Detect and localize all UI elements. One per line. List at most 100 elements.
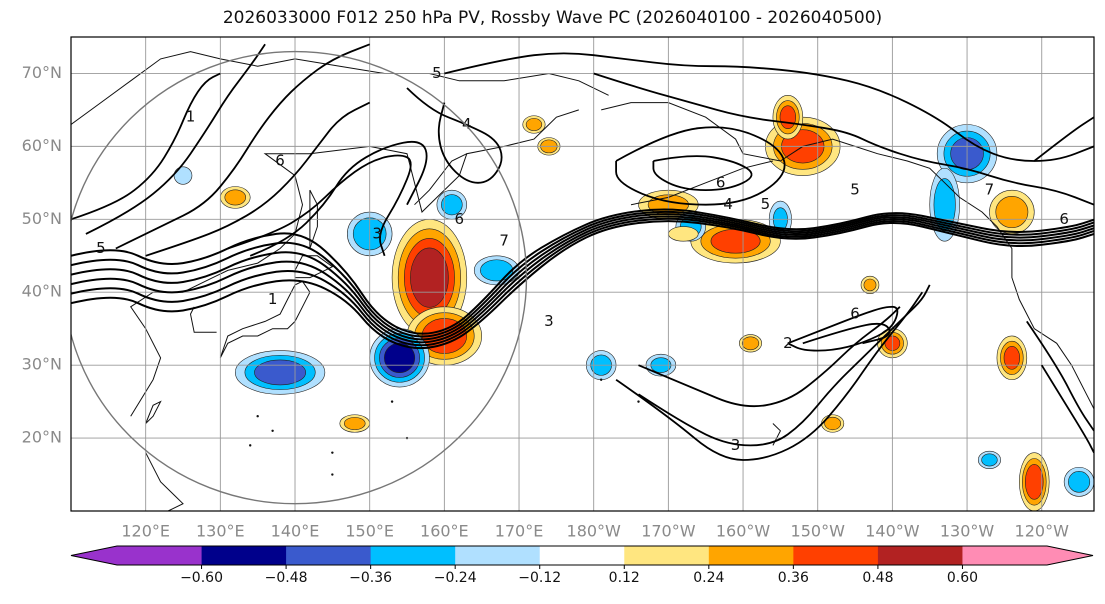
pv-anomaly-contour	[779, 105, 797, 130]
colorbar: −0.60 −0.48 −0.36 −0.24 −0.12 0.12 0.24 0.36 0.4…	[70, 545, 1094, 586]
pv-anomaly-contour	[1003, 346, 1021, 370]
pv-anomaly-contour	[863, 278, 877, 292]
coastline	[145, 452, 184, 511]
pv-anomaly-contour	[254, 359, 306, 386]
x-tick-label: 130°W	[940, 522, 995, 541]
colorbar-outline	[70, 545, 1094, 566]
pv-contour-line	[71, 220, 1094, 350]
contour-label: 6	[716, 173, 726, 191]
colorbar-segment	[539, 546, 625, 565]
pv-contour-line	[615, 126, 786, 206]
x-tick-label: 120°W	[1015, 522, 1070, 541]
colorbar-segment	[455, 546, 541, 565]
contour-label: 3	[372, 224, 382, 242]
colorbar-segment	[877, 546, 963, 565]
colorbar-segment	[962, 546, 1047, 565]
pv-anomaly-contour	[995, 195, 1029, 229]
pv-anomaly-contour	[525, 118, 543, 131]
pv-anomaly-contour	[981, 453, 998, 467]
island-dot	[637, 400, 640, 403]
colorbar-tick-label: 0.12	[609, 570, 640, 586]
contour-label: 6	[275, 151, 285, 169]
x-tick-label: 170°W	[641, 522, 696, 541]
contour-label: 2	[783, 334, 793, 352]
pv-contour-line	[85, 43, 266, 235]
pv-anomaly-contour	[1068, 471, 1091, 493]
colorbar-tick-label: −0.12	[518, 570, 561, 586]
contour-label: 4	[723, 195, 733, 213]
pv-anomaly-contour	[933, 178, 956, 232]
pv-contour-line	[1033, 116, 1094, 162]
pv-contour-line	[145, 101, 371, 257]
y-axis: 20°N 30°N 40°N 50°N 60°N 70°N	[22, 63, 62, 447]
colorbar-tick-label: 0.24	[693, 570, 724, 586]
pv-anomaly-contour	[173, 166, 193, 185]
contour-label: 1	[268, 290, 278, 308]
contour-label: 4	[462, 115, 472, 133]
x-tick-label: 140°W	[865, 522, 920, 541]
colorbar-segment	[793, 546, 879, 565]
coastline	[145, 400, 162, 424]
pv-contour-line	[115, 43, 371, 250]
x-tick-label: 170°E	[495, 522, 544, 541]
pv-contour-line	[71, 208, 1094, 335]
y-tick-label: 60°N	[22, 136, 62, 155]
pv-anomaly-contour	[441, 194, 463, 216]
colorbar-segment	[370, 546, 456, 565]
colorbar-extend-high	[1047, 546, 1093, 565]
pv-anomaly-contour	[668, 226, 699, 242]
island-dot	[599, 378, 603, 381]
colorbar-segment	[286, 546, 372, 565]
y-tick-label: 70°N	[22, 63, 62, 82]
colorbar-tick-label: −0.24	[434, 570, 477, 586]
pv-contour-line	[249, 140, 428, 257]
pv-contour-line	[71, 210, 1094, 338]
x-tick-label: 160°W	[716, 522, 771, 541]
pv-anomaly-contour	[224, 189, 247, 206]
pv-contour-line	[227, 154, 412, 257]
island-dot	[249, 444, 252, 447]
coastline	[414, 153, 468, 206]
contour-label: 6	[455, 210, 465, 228]
pv-anomaly-contour	[1025, 464, 1044, 500]
pv-contour-line	[1040, 364, 1094, 454]
colorbar-tick-label: −0.48	[265, 570, 308, 586]
contour-label: 6	[850, 305, 860, 323]
contour-label: 5	[432, 64, 442, 82]
pv-contour-line	[71, 215, 1094, 344]
coastline	[294, 255, 334, 279]
colorbar-segment	[117, 546, 202, 565]
pv-contour-line	[802, 322, 891, 345]
contour-label: 5	[850, 181, 860, 199]
x-axis: 120°E 130°E 140°E 150°E 160°E 170°E 180°W 170°W…	[121, 522, 1069, 541]
x-tick-label: 150°W	[791, 522, 846, 541]
pv-contour-line	[406, 87, 503, 184]
gridline-layer	[71, 37, 1094, 511]
contour-label-layer: 1 3 5 7 4 6 4 5 5 7 6 3 2 6 3 1 6 5 6	[96, 64, 1069, 454]
pv-contour-line	[71, 213, 1094, 341]
pv-anomaly-contour	[343, 417, 366, 430]
contour-label: 7	[499, 232, 509, 250]
pv-anomaly-contour	[824, 416, 842, 431]
coastline	[189, 306, 217, 333]
colorbar-segment	[201, 546, 287, 565]
x-tick-label: 120°E	[121, 522, 170, 541]
y-tick-label: 30°N	[22, 355, 62, 374]
pv-contour-line	[71, 217, 1094, 347]
contour-label: 1	[186, 108, 196, 126]
contour-label: 3	[544, 312, 554, 330]
pv-contour-line	[71, 72, 221, 221]
x-tick-label: 140°E	[271, 522, 320, 541]
x-tick-label: 150°E	[345, 522, 394, 541]
colorbar-segment	[708, 546, 794, 565]
reference-circle	[71, 50, 528, 505]
island-dot	[271, 429, 274, 432]
pv-anomaly-contour	[410, 247, 449, 308]
chart-title: 2026033000 F012 250 hPa PV, Rossby Wave …	[222, 8, 883, 28]
x-tick-label: 180°W	[567, 522, 622, 541]
colorbar-tick-label: −0.60	[180, 570, 223, 586]
colorbar-tick-label: 0.48	[862, 570, 893, 586]
pv-anomaly-contour	[741, 336, 760, 351]
x-tick-label: 160°E	[420, 522, 469, 541]
